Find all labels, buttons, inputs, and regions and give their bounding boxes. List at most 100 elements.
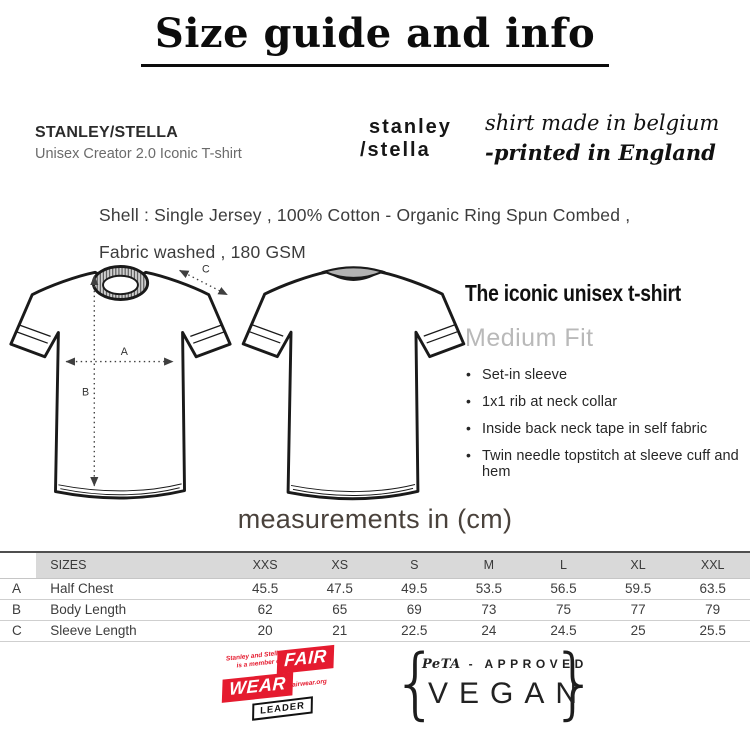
size-value-cell: 65 xyxy=(302,599,377,621)
row-key-cell: B xyxy=(0,599,37,621)
feature-item: • 1x1 rib at neck collar xyxy=(465,393,745,410)
size-value-cell: 56.5 xyxy=(526,578,601,600)
measurements-heading-wrap: measurements in (cm) xyxy=(0,504,750,535)
measurement-arrows xyxy=(65,269,228,487)
back-shirt-diagram xyxy=(241,266,466,501)
size-value-cell: 47.5 xyxy=(302,578,377,600)
fairwear-member-text: Stanley and Stella is a member of xyxy=(219,650,283,672)
sizes-header-cell: SIZES xyxy=(36,552,228,579)
origin-line-2: -printed in England xyxy=(485,140,716,165)
fairwear-url: fairwear.org xyxy=(289,678,328,689)
corner-empty-cell xyxy=(0,552,37,579)
size-value-cell: 25.5 xyxy=(675,620,750,642)
row-key-cell: C xyxy=(0,620,37,642)
feature-text: Inside back neck tape in self fabric xyxy=(482,421,708,437)
stanley-stella-logo: stanley /stella xyxy=(360,116,452,162)
size-column-header: XXS xyxy=(227,552,303,579)
size-value-cell: 45.5 xyxy=(227,578,303,600)
size-table-row: A Half Chest 45.5 47.5 49.5 53.5 56.5 59.5 63.5 xyxy=(0,578,750,600)
size-value-cell: 53.5 xyxy=(451,578,527,600)
size-column-header: M xyxy=(451,552,527,579)
size-value-cell: 62 xyxy=(227,599,303,621)
logo-line-2: /stella xyxy=(360,139,431,161)
size-value-cell: 59.5 xyxy=(600,578,676,600)
brand-product: Unisex Creator 2.0 Iconic T-shirt xyxy=(35,146,242,162)
back-shirt-body xyxy=(241,270,466,501)
bullet-icon: • xyxy=(466,366,472,382)
size-table-head: SIZES XXS XS S M L XL XXL xyxy=(0,552,750,579)
product-info-panel: The iconic unisex t-shirt Medium Fit • S… xyxy=(465,280,745,491)
left-brace: { xyxy=(392,637,440,729)
size-value-cell: 79 xyxy=(675,599,750,621)
row-label-cell: Half Chest xyxy=(36,578,228,600)
size-value-cell: 69 xyxy=(377,599,452,621)
row-key-cell: A xyxy=(0,578,37,600)
feature-list: • Set-in sleeve • 1x1 rib at neck collar… xyxy=(465,366,745,480)
size-column-header: XXL xyxy=(675,552,750,579)
feature-item: • Inside back neck tape in self fabric xyxy=(465,420,745,437)
size-value-cell: 75 xyxy=(526,599,601,621)
vegan-center: PeTA - APPROVED VEGAN xyxy=(422,657,589,711)
fairwear-wear-banner: WEAR xyxy=(221,672,294,703)
size-table-row: C Sleeve Length 20 21 22.5 24 24.5 25 25.5 xyxy=(0,620,750,642)
fairwear-leader-banner: LEADER xyxy=(252,696,313,721)
size-value-cell: 25 xyxy=(600,620,676,642)
label-c: C xyxy=(202,263,210,275)
peta-logo-text: PeTA xyxy=(422,657,461,672)
front-shirt-diagram: A B C xyxy=(9,263,232,500)
feature-text: Twin needle topstitch at sleeve cuff and… xyxy=(482,448,739,480)
fit-label: Medium Fit xyxy=(465,324,594,352)
peta-approved-line: PeTA - APPROVED xyxy=(422,657,583,672)
approved-text: APPROVED xyxy=(484,657,588,671)
origin-note: shirt made in belgium -printed in Englan… xyxy=(485,108,719,168)
vegan-word: VEGAN xyxy=(428,677,589,710)
size-value-cell: 63.5 xyxy=(675,578,750,600)
feature-text: Set-in sleeve xyxy=(482,367,568,383)
size-table: SIZES XXS XS S M L XL XXL A Half Chest 45.5 47.5 4… xyxy=(0,551,750,642)
brand-name: STANLEY/STELLA xyxy=(35,124,178,141)
size-table-row: B Body Length 62 65 69 73 75 77 79 xyxy=(0,599,750,621)
size-value-cell: 21 xyxy=(302,620,377,642)
feature-item: • Twin needle topstitch at sleeve cuff a… xyxy=(465,447,745,480)
peta-vegan-badge: { } PeTA - APPROVED VEGAN xyxy=(392,638,598,733)
size-table-header-row: SIZES XXS XS S M L XL XXL xyxy=(0,552,750,579)
right-brace: } xyxy=(550,637,598,729)
size-value-cell: 77 xyxy=(600,599,676,621)
front-collar-opening xyxy=(102,274,139,296)
fabric-description: Shell : Single Jersey , 100% Cotton - Or… xyxy=(99,205,631,262)
size-column-header: S xyxy=(377,552,452,579)
feature-item: • Set-in sleeve xyxy=(465,366,745,383)
arrow-c-sleeve-length xyxy=(179,269,228,296)
size-column-header: XL xyxy=(600,552,676,579)
front-shirt-body xyxy=(9,270,232,500)
back-collar xyxy=(321,266,386,280)
fairwear-fair-banner: FAIR xyxy=(276,644,335,675)
row-label-cell: Sleeve Length xyxy=(36,620,228,642)
fairwear-badge: Stanley and Stella is a member of FAIR W… xyxy=(214,644,340,725)
label-a: A xyxy=(121,346,129,358)
row-label-cell: Body Length xyxy=(36,599,228,621)
peta-separator: - xyxy=(468,657,478,671)
page-title: Size guide and info xyxy=(140,10,610,67)
size-value-cell: 49.5 xyxy=(377,578,452,600)
origin-line-1: shirt made in belgium xyxy=(485,111,720,135)
brand-block: STANLEY/STELLA Unisex Creator 2.0 Iconic… xyxy=(35,124,242,162)
label-b: B xyxy=(82,387,89,399)
size-table-body: A Half Chest 45.5 47.5 49.5 53.5 56.5 59.5 63.5 B… xyxy=(0,578,750,642)
size-value-cell: 22.5 xyxy=(377,620,452,642)
feature-text: 1x1 rib at neck collar xyxy=(482,394,618,410)
size-value-cell: 24.5 xyxy=(526,620,601,642)
title-wrap: Size guide and info xyxy=(0,10,750,67)
size-column-header: XS xyxy=(302,552,377,579)
size-value-cell: 24 xyxy=(451,620,527,642)
info-heading: The iconic unisex t-shirt xyxy=(465,280,681,306)
bullet-icon: • xyxy=(466,420,472,436)
logo-line-1: stanley xyxy=(369,116,452,138)
measurements-heading: measurements in (cm) xyxy=(237,504,513,534)
bullet-icon: • xyxy=(466,393,472,409)
size-column-header: L xyxy=(526,552,601,579)
size-value-cell: 73 xyxy=(451,599,527,621)
size-value-cell: 20 xyxy=(227,620,303,642)
bullet-icon: • xyxy=(466,447,472,463)
